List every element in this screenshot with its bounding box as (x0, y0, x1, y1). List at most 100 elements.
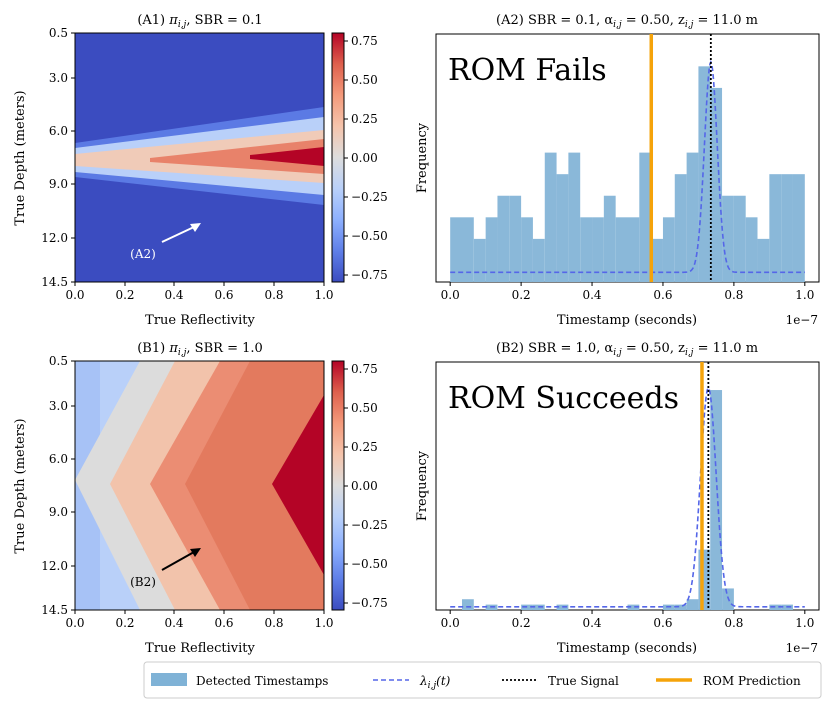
a2-ylabel: Frequency (415, 122, 430, 193)
b1-ytick-label: 3.0 (49, 399, 68, 413)
xtick-label: 0.8 (724, 616, 743, 630)
b1-xtick-label: 0.6 (214, 616, 233, 630)
a1-cbtick-label: 0.00 (351, 151, 378, 165)
heatmap-b1-band-strong (185, 361, 324, 610)
histogram-bar (698, 549, 711, 610)
legend-truth-label: True Signal (548, 674, 619, 688)
a1-cbtick-label: −0.50 (351, 229, 388, 243)
b2-big-label: ROM Succeeds (448, 381, 679, 416)
histogram-bar (662, 217, 675, 282)
histogram-bar (698, 66, 711, 282)
histogram-bar (627, 604, 640, 610)
histogram-bar (603, 195, 616, 282)
a1-cbtick-label: −0.75 (351, 268, 388, 282)
histogram-bar (781, 174, 793, 282)
b1-colorbar: 0.75 0.50 0.25 0.00 −0.25 −0.50 −0.75 (331, 360, 388, 611)
a1-cbtick-label: 0.25 (351, 112, 378, 126)
a2-histogram (450, 66, 805, 282)
xtick-label: 0.4 (582, 288, 601, 302)
a1-ytick-label: 14.5 (41, 275, 68, 289)
a1-ytick-label: 12.0 (41, 231, 68, 245)
b1-ytick-label: 14.5 (41, 603, 68, 617)
histogram-bar (651, 238, 663, 282)
a1-colorbar: 0.75 0.50 0.25 0.00 −0.25 −0.50 −0.75 (331, 32, 388, 283)
b2-plot-frame (435, 361, 820, 611)
histogram-bar (686, 152, 699, 282)
b1-xtick-label: 0.2 (115, 616, 134, 630)
legend-hist-swatch (151, 673, 187, 686)
a1-annotation-arrowhead (190, 223, 201, 232)
legend: Detected Timestamps λi,j(t) True Signal … (143, 661, 822, 699)
a1-xtick-label: 0.8 (264, 288, 283, 302)
panel-a1-x-ticks: 0.0 0.2 0.4 0.6 0.8 1.0 (65, 282, 334, 302)
b1-cbtick-label: 0.50 (351, 401, 378, 415)
histogram-bar (733, 195, 746, 282)
b1-cbtick-label: −0.25 (351, 518, 388, 532)
panel-a1: (A1) πi,j, SBR = 0.1 0.0 0.2 0.4 0.6 0.8… (13, 13, 388, 328)
histogram-bar (461, 599, 474, 610)
heatmap-b1-peak (272, 395, 324, 575)
heatmap-a1-wedge-core (150, 139, 324, 174)
xtick-label: 0.6 (653, 288, 672, 302)
histogram-bar (461, 217, 474, 282)
histogram-bar (769, 174, 782, 282)
b1-ytick-label: 12.0 (41, 559, 68, 573)
panel-b2-title: (B2) SBR = 1.0, αi,j = 0.50, zi,j = 11.0… (496, 341, 758, 358)
histogram-bar (592, 217, 604, 282)
heatmap-a1-wedge-peak (250, 147, 324, 166)
histogram-bar (722, 195, 734, 282)
b1-colorbar-gradient (331, 360, 345, 611)
histogram-bar (580, 217, 593, 282)
legend-lambda-label: λi,j(t) (419, 674, 451, 691)
b1-ylabel: True Depth (meters) (13, 418, 28, 553)
a2-big-label: ROM Fails (448, 53, 607, 88)
histogram-bar (793, 174, 805, 282)
panel-a1-heatmap (74, 32, 325, 283)
b1-cbtick-label: 0.75 (351, 362, 378, 376)
xtick-label: 0.8 (724, 288, 743, 302)
panel-b1-title: (B1) πi,j, SBR = 1.0 (137, 341, 263, 358)
b1-xtick-label: 1.0 (314, 616, 333, 630)
b1-xtick-label: 0.4 (164, 616, 183, 630)
b1-ytick-label: 9.0 (49, 505, 68, 519)
a1-annotation: (A2) (130, 223, 201, 261)
a1-cbtick-label: 0.75 (351, 34, 378, 48)
b1-ytick-label: 0.5 (49, 354, 68, 368)
a1-xtick-label: 0.2 (115, 288, 134, 302)
xtick-label: 0.0 (441, 616, 460, 630)
a1-ylabel: True Depth (meters) (13, 90, 28, 225)
histogram-bar (686, 599, 699, 610)
xtick-label: 0.0 (441, 288, 460, 302)
a1-ytick-label: 0.5 (49, 26, 68, 40)
xtick-label: 0.2 (512, 288, 531, 302)
b1-xlabel: True Reflectivity (145, 641, 255, 656)
histogram-bar (757, 238, 770, 282)
histogram-bar (674, 174, 687, 282)
b2-xlabel: Timestamp (seconds) (557, 641, 697, 656)
b2-lambda-curve (450, 386, 805, 608)
a1-cbtick-label: −0.25 (351, 190, 388, 204)
histogram-bar (450, 217, 462, 282)
b1-cbtick-label: −0.75 (351, 596, 388, 610)
histogram-bar (710, 87, 723, 282)
panel-b1: (B1) πi,j, SBR = 1.0 0.0 0.2 0.4 0.6 0.8… (13, 341, 388, 656)
a1-xtick-label: 0.6 (214, 288, 233, 302)
panel-b1-y-ticks: 0.5 3.0 6.0 9.0 12.0 14.5 (41, 354, 75, 617)
histogram-bar (556, 174, 569, 282)
a1-annotation-text: (A2) (130, 247, 156, 261)
legend-box (143, 661, 822, 699)
panel-b1-x-ticks: 0.0 0.2 0.4 0.6 0.8 1.0 (65, 610, 334, 630)
b1-cbtick-label: −0.50 (351, 557, 388, 571)
b1-annotation-text: (B2) (130, 575, 156, 589)
b2-x-ticks: 0.0 0.2 0.4 0.6 0.8 1.0 (441, 610, 814, 630)
legend-rom-label: ROM Prediction (703, 674, 801, 688)
histogram-bar (639, 152, 652, 282)
b1-ytick-label: 6.0 (49, 452, 68, 466)
legend-hist-label: Detected Timestamps (196, 674, 328, 688)
histogram-bar (497, 195, 510, 282)
b1-xtick-label: 0.8 (264, 616, 283, 630)
histogram-bar (509, 195, 522, 282)
panel-a2: (A2) SBR = 0.1, αi,j = 0.50, zi,j = 11.0… (415, 13, 820, 328)
heatmap-a1-frame (74, 32, 325, 283)
a1-xtick-label: 0.0 (65, 288, 84, 302)
